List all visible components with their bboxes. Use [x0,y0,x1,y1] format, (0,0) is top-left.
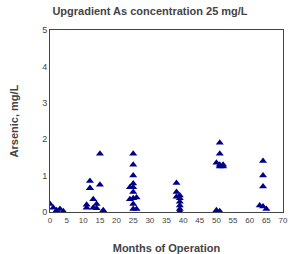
svg-text:35: 35 [162,216,171,225]
svg-text:5: 5 [64,216,69,225]
svg-text:4: 4 [42,62,47,72]
svg-text:10: 10 [79,216,88,225]
svg-text:30: 30 [145,216,154,225]
svg-text:55: 55 [229,216,238,225]
svg-text:1: 1 [42,171,47,181]
svg-text:65: 65 [262,216,271,225]
svg-text:45: 45 [195,216,204,225]
svg-text:3: 3 [42,98,47,108]
svg-text:15: 15 [95,216,104,225]
svg-text:Upgradient As concentration 25: Upgradient As concentration 25 mg/L [52,5,247,17]
svg-text:0: 0 [48,216,53,225]
svg-text:50: 50 [212,216,221,225]
svg-text:Months of Operation: Months of Operation [113,242,221,254]
svg-text:0: 0 [42,207,47,217]
svg-text:2: 2 [42,134,47,144]
svg-text:40: 40 [179,216,188,225]
svg-text:25: 25 [129,216,138,225]
svg-text:20: 20 [112,216,121,225]
svg-text:5: 5 [42,25,47,35]
svg-text:70: 70 [279,216,288,225]
svg-text:Arsenic, mg/L: Arsenic, mg/L [8,84,20,157]
svg-text:60: 60 [245,216,254,225]
